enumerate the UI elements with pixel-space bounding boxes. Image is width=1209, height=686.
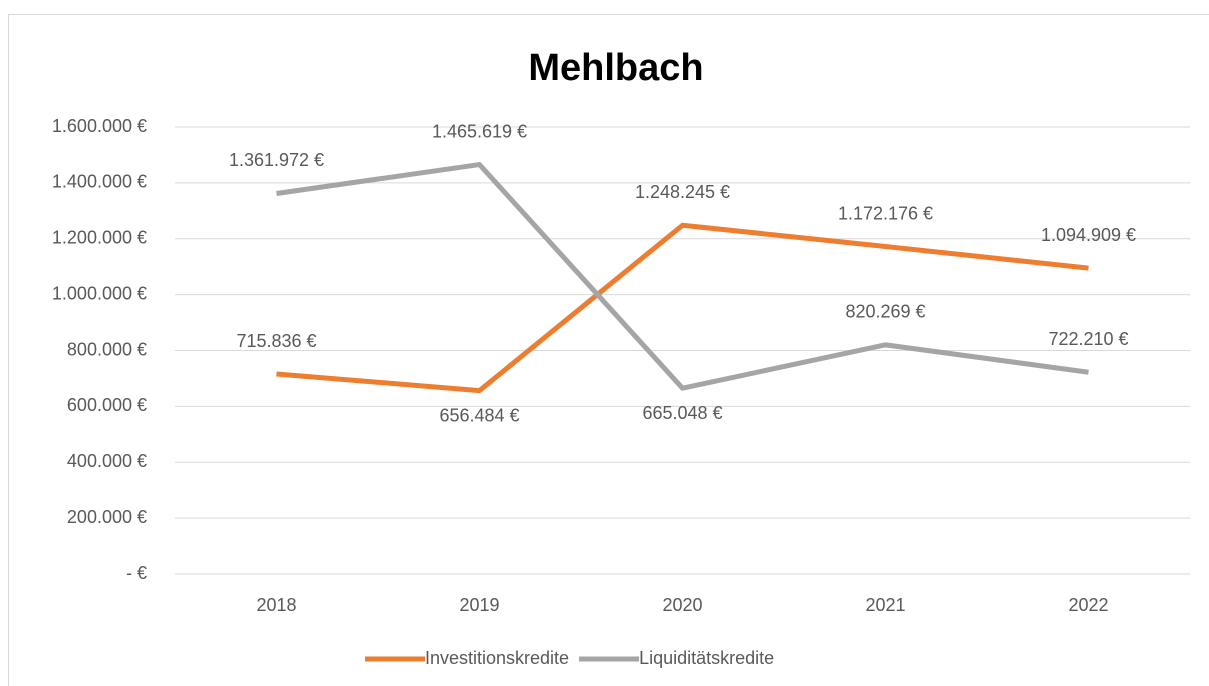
y-tick-label: 600.000 € — [67, 395, 147, 415]
series-line — [276, 162, 1089, 391]
data-label: 1.172.176 € — [838, 203, 933, 223]
x-tick-label: 2018 — [256, 595, 296, 615]
data-label: 665.048 € — [642, 403, 722, 423]
x-tick-label: 2019 — [459, 595, 499, 615]
legend-label: Investitionskredite — [425, 648, 569, 668]
y-tick-label: 800.000 € — [67, 339, 147, 359]
data-label: 1.248.245 € — [635, 182, 730, 202]
x-tick-label: 2021 — [865, 595, 905, 615]
y-tick-label: 200.000 € — [67, 507, 147, 527]
x-tick-label: 2022 — [1068, 595, 1108, 615]
x-tick-label: 2020 — [662, 595, 702, 615]
y-tick-label: 400.000 € — [67, 451, 147, 471]
data-label: 656.484 € — [439, 405, 519, 425]
data-label: 715.836 € — [236, 331, 316, 351]
data-label: 1.094.909 € — [1041, 225, 1136, 245]
y-tick-label: - € — [126, 563, 147, 583]
chart-title: Mehlbach — [528, 47, 703, 89]
legend-label: Liquiditätskredite — [639, 648, 774, 668]
y-tick-label: 1.400.000 € — [52, 172, 147, 192]
y-tick-label: 1.200.000 € — [52, 228, 147, 248]
data-label: 1.361.972 € — [229, 150, 324, 170]
series-line — [276, 222, 1089, 394]
data-label: 722.210 € — [1048, 329, 1128, 349]
data-label: 820.269 € — [845, 302, 925, 322]
y-tick-label: 1.000.000 € — [52, 283, 147, 303]
chart-border — [8, 14, 1209, 686]
y-tick-label: 1.600.000 € — [52, 116, 147, 136]
data-label: 1.465.619 € — [432, 121, 527, 141]
